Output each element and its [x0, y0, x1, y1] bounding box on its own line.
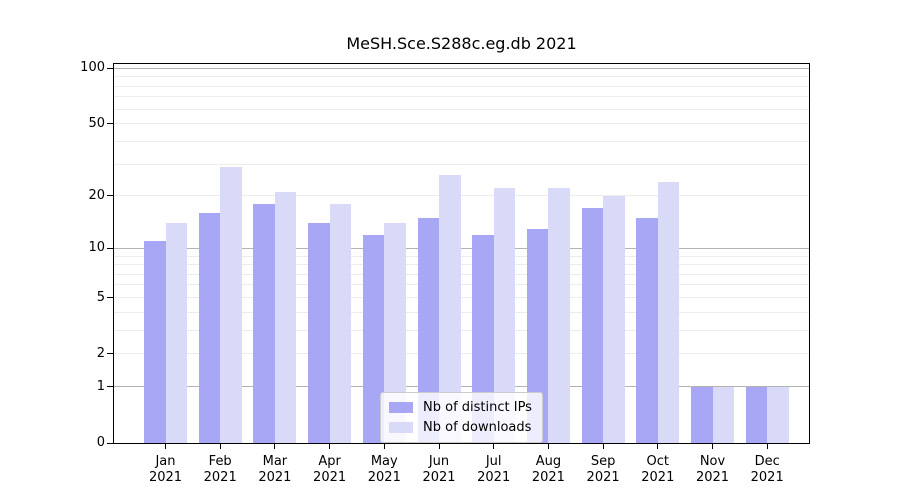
- gridline: [114, 85, 809, 87]
- gridline: [114, 386, 809, 388]
- x-tick: [165, 444, 166, 449]
- gridline: [114, 264, 809, 266]
- x-tick: [547, 444, 549, 449]
- gridline: [114, 67, 809, 69]
- bar: [493, 188, 516, 443]
- x-tick-label: Nov 2021: [695, 454, 730, 485]
- x-tick-label: Mar 2021: [258, 454, 292, 485]
- bar: [581, 208, 604, 443]
- x-tick: [493, 444, 495, 449]
- x-tick-label: Aug 2021: [531, 454, 565, 485]
- x-tick-label: Feb 2021: [203, 454, 237, 485]
- y-tick: [107, 442, 113, 444]
- y-tick-label: 5: [96, 289, 105, 305]
- y-tick-label: 100: [80, 60, 105, 76]
- bar: [691, 386, 713, 443]
- gridline: [114, 353, 809, 355]
- gridline: [114, 96, 809, 98]
- y-tick-label: 1: [96, 378, 105, 394]
- legend-label-downloads: Nb of downloads: [423, 420, 532, 435]
- gridline: [114, 297, 809, 298]
- y-tick-label: 0: [96, 435, 105, 450]
- x-tick-label: Dec 2021: [750, 454, 784, 485]
- legend: Nb of distinct IPs Nb of downloads: [380, 392, 543, 443]
- bar: [165, 223, 187, 443]
- y-tick-label: 2: [96, 345, 105, 361]
- y-tick: [107, 386, 113, 388]
- legend-swatch-distinct-ips: [389, 402, 413, 413]
- bar: [417, 217, 439, 443]
- legend-item-downloads: Nb of downloads: [389, 420, 532, 435]
- y-tick: [107, 195, 113, 197]
- x-tick: [329, 444, 331, 449]
- bar: [745, 386, 768, 443]
- x-tick-label: Oct 2021: [641, 454, 675, 485]
- x-tick-label: Jul 2021: [477, 454, 511, 485]
- x-tick: [657, 444, 659, 449]
- bar: [526, 228, 549, 443]
- gridline: [114, 255, 809, 257]
- gridline: [114, 284, 809, 286]
- x-tick: [219, 444, 221, 449]
- bar: [767, 386, 789, 443]
- y-tick: [107, 353, 113, 355]
- bar: [439, 175, 461, 443]
- gridline: [114, 311, 809, 313]
- gridline: [114, 195, 809, 197]
- bar: [329, 203, 352, 443]
- x-tick-label: May 2021: [367, 454, 401, 485]
- x-tick-label: Jan 2021: [148, 454, 183, 485]
- x-tick: [712, 444, 713, 449]
- gridline: [114, 163, 809, 165]
- bar: [712, 386, 734, 443]
- legend-label-distinct-ips: Nb of distinct IPs: [423, 400, 532, 415]
- x-tick: [438, 444, 440, 449]
- gridline: [114, 123, 809, 125]
- bar: [384, 223, 406, 443]
- y-tick-label: 50: [88, 115, 105, 131]
- x-tick-label: Sep 2021: [586, 454, 620, 485]
- bar: [220, 166, 242, 443]
- legend-item-distinct-ips: Nb of distinct IPs: [389, 400, 532, 415]
- x-tick-label: Jun 2021: [422, 454, 456, 485]
- gridline: [114, 247, 809, 249]
- x-tick: [383, 444, 385, 449]
- bar: [657, 181, 680, 443]
- gridline: [114, 140, 809, 142]
- x-tick-label: Apr 2021: [313, 454, 347, 485]
- bar: [198, 212, 221, 443]
- gridline: [114, 273, 809, 275]
- bar: [362, 234, 385, 443]
- bar: [308, 223, 330, 443]
- bar: [253, 203, 275, 443]
- y-tick: [107, 247, 113, 249]
- plot-area: 100 50 20 10 5 2 1 0 Jan 2021 Feb 2021 Mar 2021 Apr…: [80, 60, 810, 485]
- y-tick: [107, 67, 113, 69]
- x-tick: [766, 444, 768, 449]
- y-tick: [107, 297, 113, 298]
- x-tick: [274, 444, 276, 449]
- bar: [548, 188, 570, 443]
- gridline: [114, 329, 809, 331]
- y-tick-label: 10: [88, 240, 105, 256]
- legend-swatch-downloads: [389, 422, 413, 433]
- y-tick: [107, 123, 113, 125]
- gridline: [114, 76, 809, 78]
- gridline: [114, 108, 809, 110]
- bar: [636, 217, 658, 443]
- bar: [274, 191, 297, 443]
- bar: [472, 234, 494, 443]
- y-tick-label: 20: [88, 187, 105, 203]
- bar: [603, 195, 625, 443]
- bar: [144, 241, 166, 443]
- x-tick: [602, 444, 604, 449]
- chart-title: MeSH.Sce.S288c.eg.db 2021: [346, 34, 577, 53]
